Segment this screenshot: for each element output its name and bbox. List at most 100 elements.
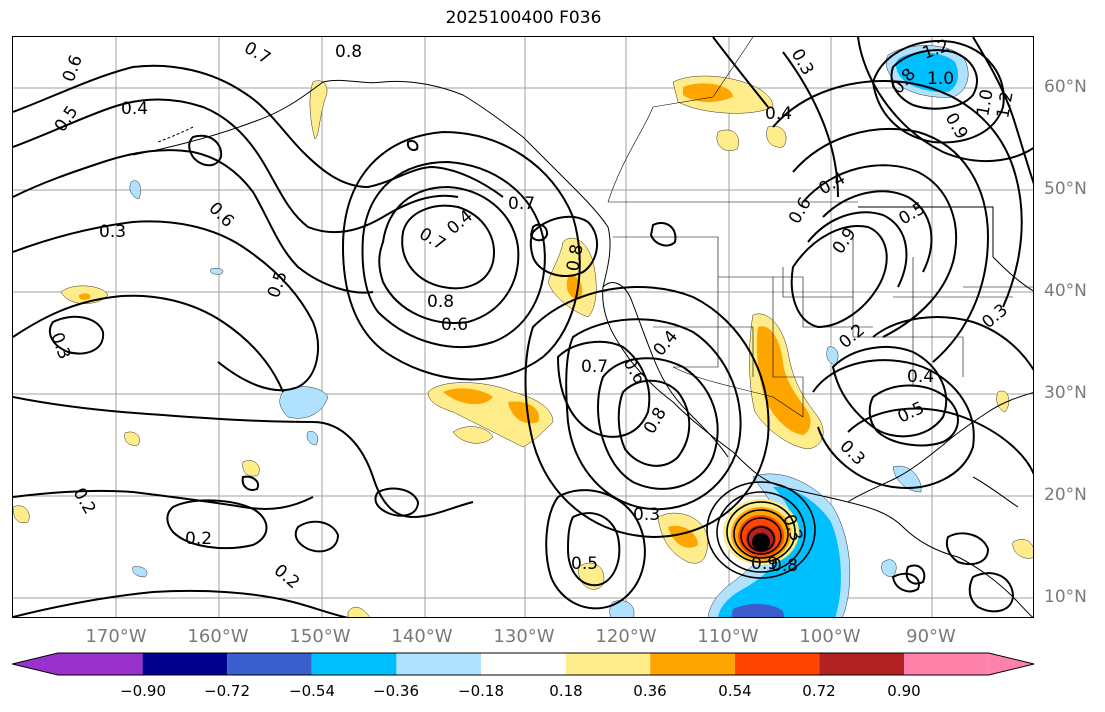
- colorbar-extend-high: [988, 653, 1034, 675]
- colorbar-tick: 0.72: [802, 682, 836, 700]
- shade-neg: [826, 346, 839, 366]
- colorbar: [12, 652, 1035, 676]
- longitude-label: 130°W: [493, 626, 555, 647]
- colorbar-tick: 0.18: [549, 682, 583, 700]
- colorbar-tick: −0.90: [120, 682, 166, 700]
- contour-label: 0.3: [99, 222, 126, 242]
- contour-label: 0.2: [69, 485, 100, 518]
- longitude-label: 160°W: [187, 626, 249, 647]
- contour-label: 0.2: [270, 561, 304, 594]
- coastlines: [132, 79, 1033, 617]
- contour-label: 1.0: [973, 88, 997, 118]
- contour-label: 0.3: [633, 505, 660, 525]
- longitude-label: 150°W: [289, 626, 351, 647]
- shade-neg: [609, 600, 635, 617]
- contour-label: 0.6: [204, 198, 237, 231]
- contour-label: 0.3: [835, 436, 868, 469]
- shade-neg: [210, 268, 224, 275]
- shade-pos: [124, 431, 140, 446]
- contour-label: 0.9: [941, 110, 972, 143]
- contour-labels: 0.7 0.6 0.5 0.4 0.8 0.3 0.6 0.5 0.7 0.4 …: [46, 37, 1017, 593]
- graticule: [13, 37, 1033, 617]
- latitude-label: 50°N: [1044, 179, 1087, 199]
- longitude-label: 140°W: [391, 626, 453, 647]
- colorbar-tick: 0.36: [633, 682, 667, 700]
- colorbar-segment: [734, 653, 820, 675]
- map-svg: 0.7 0.6 0.5 0.4 0.8 0.3 0.6 0.5 0.7 0.4 …: [13, 37, 1033, 617]
- shade-pos: [309, 80, 328, 140]
- contour-lines: [13, 37, 1033, 617]
- shade-neg: [881, 559, 897, 578]
- contour-label: 0.7: [508, 194, 535, 214]
- colorbar-tick: 0.54: [718, 682, 752, 700]
- shade-neg: [279, 386, 329, 419]
- shade-pos: [242, 460, 260, 477]
- contour-label: 0.5: [895, 398, 928, 428]
- shade-pos: [996, 390, 1010, 413]
- colorbar-segment: [904, 653, 989, 675]
- colorbar-segment: [565, 653, 651, 675]
- colorbar-segment: [227, 653, 312, 675]
- longitude-label: 120°W: [595, 626, 657, 647]
- colorbar-segment: [311, 653, 397, 675]
- longitude-label: 90°W: [906, 626, 956, 647]
- contour-label: 0.3: [46, 330, 74, 362]
- shade-pos: [756, 326, 811, 435]
- colorbar-tick: −0.18: [458, 682, 504, 700]
- contour-label: 0.9: [751, 554, 778, 574]
- contour-label: 0.6: [59, 52, 87, 84]
- contour-label: 0.5: [896, 198, 929, 229]
- shade-neg: [132, 566, 148, 578]
- shade-pos: [683, 83, 733, 103]
- shade-pos: [443, 388, 493, 405]
- colorbar-segment: [819, 653, 904, 675]
- contour-label: 0.4: [907, 367, 934, 387]
- contour-label: 0.2: [185, 529, 212, 549]
- contour-label: 0.5: [571, 554, 598, 574]
- shade-neg: [895, 52, 959, 93]
- colorbar-segment: [481, 653, 566, 675]
- borders: [607, 37, 1033, 418]
- colorbar-segment: [396, 653, 481, 675]
- latitude-label: 60°N: [1044, 77, 1087, 97]
- shade-pos: [716, 129, 739, 151]
- shade-neg: [892, 465, 922, 493]
- shade-neg: [129, 180, 141, 200]
- shaded-anomalies: [13, 45, 1033, 617]
- shade-neg: [718, 486, 841, 617]
- longitude-label: 100°W: [799, 626, 861, 647]
- contour-label: 0.4: [765, 104, 792, 124]
- plot-title: 2025100400 F036: [445, 8, 602, 28]
- contour-label: 0.6: [785, 194, 816, 227]
- contour-label: 0.7: [241, 38, 274, 69]
- contour-label: 1.2: [993, 90, 1017, 120]
- shade-neg: [731, 604, 785, 617]
- contour-label: 0.8: [427, 292, 454, 312]
- contour-label: 0.9: [829, 224, 861, 258]
- contour-label: 0.8: [771, 556, 798, 576]
- shade-neg: [306, 431, 319, 446]
- latitude-label: 30°N: [1044, 383, 1087, 403]
- colorbar-segment: [58, 653, 143, 675]
- contour-label: 0.7: [416, 224, 449, 255]
- shade-pos: [766, 125, 787, 148]
- contour-label: 0.4: [121, 99, 148, 119]
- colorbar-tick: −0.72: [204, 682, 250, 700]
- map-panel[interactable]: 0.7 0.6 0.5 0.4 0.8 0.3 0.6 0.5 0.7 0.4 …: [12, 36, 1034, 618]
- colorbar-extend-low: [12, 653, 58, 675]
- contour-label: 0.8: [335, 42, 362, 62]
- colorbar-tick: 0.90: [887, 682, 921, 700]
- longitude-label: 110°W: [697, 626, 759, 647]
- contour-label: 0.2: [835, 320, 869, 353]
- latitude-label: 10°N: [1044, 587, 1087, 607]
- contour-label: 0.6: [619, 355, 650, 388]
- colorbar-segment: [650, 653, 735, 675]
- contour-label: 0.5: [264, 268, 292, 300]
- colorbar-segment: [142, 653, 228, 675]
- contour-label: 0.7: [581, 357, 608, 377]
- hurricane-core: [706, 481, 816, 579]
- latitude-label: 40°N: [1044, 281, 1087, 301]
- latitude-label: 20°N: [1044, 485, 1087, 505]
- shade-pos: [347, 606, 370, 617]
- contour-label: 0.4: [443, 206, 477, 239]
